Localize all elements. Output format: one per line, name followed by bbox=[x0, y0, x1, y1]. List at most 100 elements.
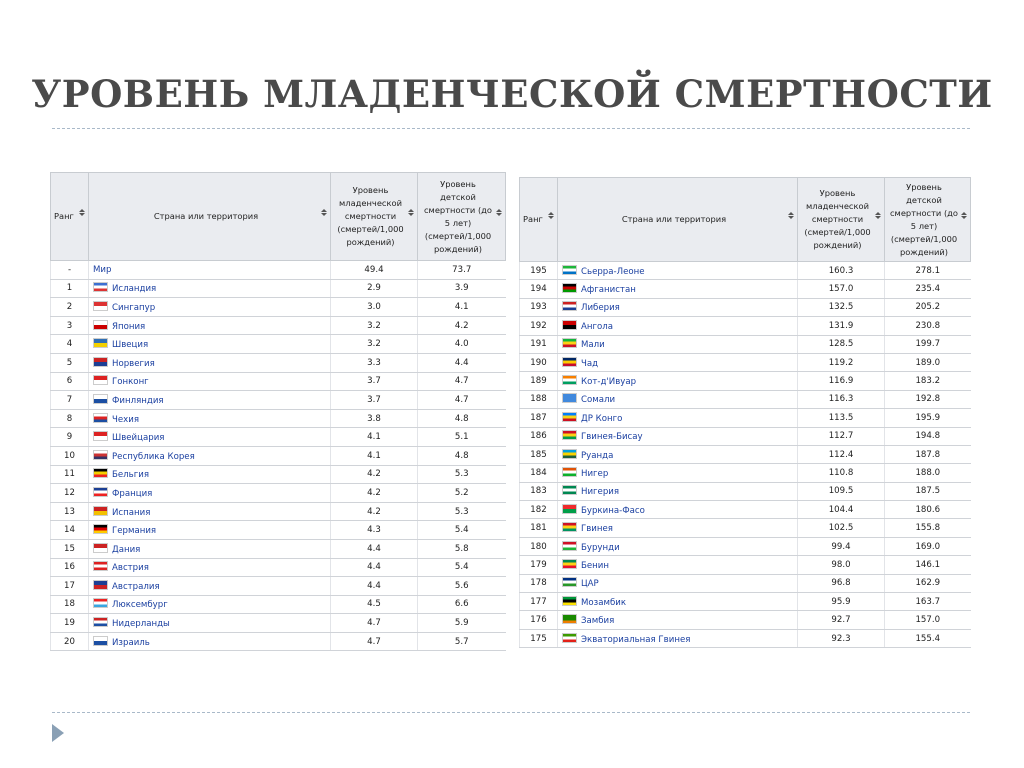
cell: 4.7 bbox=[417, 372, 506, 392]
country-name: Сомали bbox=[581, 395, 616, 406]
flag bbox=[93, 356, 108, 367]
flag bbox=[562, 540, 577, 551]
country-cell: Дания bbox=[88, 539, 331, 559]
country-cell: Нигерия bbox=[557, 482, 798, 502]
cell: 3.3 bbox=[330, 353, 418, 373]
cell: 10 bbox=[50, 446, 89, 466]
cell: 2 bbox=[50, 297, 89, 317]
flag bbox=[562, 448, 577, 459]
cell: 109.5 bbox=[797, 482, 885, 502]
cell: 15 bbox=[50, 539, 89, 559]
country-name: Замбия bbox=[581, 616, 615, 627]
country-cell: Исландия bbox=[88, 279, 331, 299]
country-cell: Австрия bbox=[88, 558, 331, 578]
flag bbox=[93, 412, 108, 423]
cell: 163.7 bbox=[884, 592, 971, 612]
country-name: Республика Корея bbox=[112, 451, 195, 462]
cell: 5.9 bbox=[417, 613, 506, 633]
cell: 110.8 bbox=[797, 463, 885, 483]
cell: 98.0 bbox=[797, 555, 885, 575]
cell: 189.0 bbox=[884, 353, 971, 373]
cell: 180 bbox=[519, 537, 558, 557]
cell: 92.7 bbox=[797, 610, 885, 630]
cell: 4 bbox=[50, 334, 89, 354]
flag bbox=[93, 431, 108, 442]
column-header: Уровень детской смертности (до 5 лет) (с… bbox=[417, 172, 506, 261]
cell: 187.8 bbox=[884, 445, 971, 465]
country-name: Сьерра-Леоне bbox=[581, 266, 645, 277]
table-row: 179 Бенин 98.0 146.1 bbox=[519, 555, 971, 575]
cell: 5.4 bbox=[417, 558, 506, 578]
table-row: 180 Бурунди 99.4 169.0 bbox=[519, 537, 971, 557]
table-row: 192 Ангола 131.9 230.8 bbox=[519, 316, 971, 336]
flag bbox=[93, 375, 108, 386]
country-cell: Афганистан bbox=[557, 279, 798, 299]
country-name: Испания bbox=[112, 507, 151, 518]
table-row: 19 Нидерланды 4.7 5.9 bbox=[50, 613, 506, 633]
country-cell: Испания bbox=[88, 502, 331, 522]
cell: 188.0 bbox=[884, 463, 971, 483]
country-cell: Нидерланды bbox=[88, 613, 331, 633]
table-row: 177 Мозамбик 95.9 163.7 bbox=[519, 592, 971, 612]
flag bbox=[562, 466, 577, 477]
flag bbox=[562, 558, 577, 569]
flag bbox=[93, 579, 108, 590]
cell: 5.4 bbox=[417, 520, 506, 540]
header-text: Страна или территория bbox=[153, 211, 259, 221]
cell: 235.4 bbox=[884, 279, 971, 299]
country-cell: Гвинея bbox=[557, 518, 798, 538]
cell: 230.8 bbox=[884, 316, 971, 336]
cell: 6 bbox=[50, 372, 89, 392]
table-row: 195 Сьерра-Леоне 160.3 278.1 bbox=[519, 261, 971, 281]
cell: 3.8 bbox=[330, 409, 418, 429]
cell: 49.4 bbox=[330, 260, 418, 280]
cell: 188 bbox=[519, 390, 558, 410]
cell: 169.0 bbox=[884, 537, 971, 557]
cell: 187 bbox=[519, 408, 558, 428]
cell: 128.5 bbox=[797, 335, 885, 354]
country-name: Ангола bbox=[581, 321, 614, 332]
cell: 20 bbox=[50, 632, 89, 652]
cell: 3.9 bbox=[417, 279, 506, 299]
flag bbox=[562, 485, 577, 496]
table-row: 178 ЦАР 96.8 162.9 bbox=[519, 574, 971, 594]
flag bbox=[562, 411, 577, 422]
cell: 4.1 bbox=[330, 427, 418, 447]
country-cell: Люксембург bbox=[88, 595, 331, 615]
flag bbox=[562, 301, 577, 312]
cell: 194.8 bbox=[884, 427, 971, 446]
country-name: Норвегия bbox=[112, 358, 155, 369]
flag bbox=[562, 522, 577, 533]
cell: 180.6 bbox=[884, 500, 971, 520]
country-name: Франция bbox=[112, 488, 153, 499]
cell: 7 bbox=[50, 390, 89, 410]
country-name: Швейцария bbox=[112, 433, 165, 444]
country-name: ДР Конго bbox=[581, 413, 623, 424]
cell: 4.1 bbox=[330, 446, 418, 466]
country-name: Израиль bbox=[112, 637, 150, 648]
country-name: Люксембург bbox=[112, 600, 168, 611]
country-name: Экваториальная Гвинея bbox=[581, 634, 691, 645]
table-row: 7 Финляндия 3.7 4.7 bbox=[50, 390, 506, 410]
table-row: 13 Испания 4.2 5.3 bbox=[50, 502, 506, 522]
flag bbox=[93, 542, 108, 553]
cell: 4.7 bbox=[330, 632, 418, 652]
table-row: 18 Люксембург 4.5 6.6 bbox=[50, 595, 506, 615]
header-text: Страна или территория bbox=[621, 214, 727, 224]
cell: 4.0 bbox=[417, 334, 506, 354]
table-row: 191 Мали 128.5 199.7 bbox=[519, 335, 971, 354]
table-row: 1 Исландия 2.9 3.9 bbox=[50, 279, 506, 299]
cell: 4.1 bbox=[417, 297, 506, 317]
country-cell: Бельгия bbox=[88, 465, 331, 485]
sort-icon bbox=[875, 211, 881, 219]
table-row: 186 Гвинея-Бисау 112.7 194.8 bbox=[519, 427, 971, 446]
cell: 186 bbox=[519, 427, 558, 446]
table-row: 188 Сомали 116.3 192.8 bbox=[519, 390, 971, 410]
country-name: Буркина-Фасо bbox=[581, 505, 645, 516]
cell: 157.0 bbox=[797, 279, 885, 299]
flag bbox=[93, 319, 108, 330]
column-header: Страна или территория bbox=[88, 172, 331, 261]
country-cell: Австралия bbox=[88, 576, 331, 596]
flag bbox=[93, 524, 108, 535]
flag bbox=[93, 338, 108, 349]
